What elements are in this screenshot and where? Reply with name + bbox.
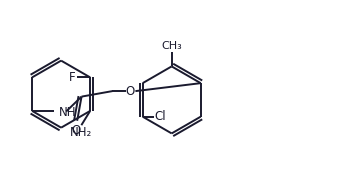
Text: O: O (71, 124, 81, 137)
Text: CH₃: CH₃ (161, 41, 182, 51)
Text: NH₂: NH₂ (70, 126, 92, 139)
Text: NH: NH (59, 106, 76, 119)
Text: O: O (125, 85, 135, 98)
Text: Cl: Cl (155, 110, 166, 123)
Text: F: F (69, 71, 76, 84)
